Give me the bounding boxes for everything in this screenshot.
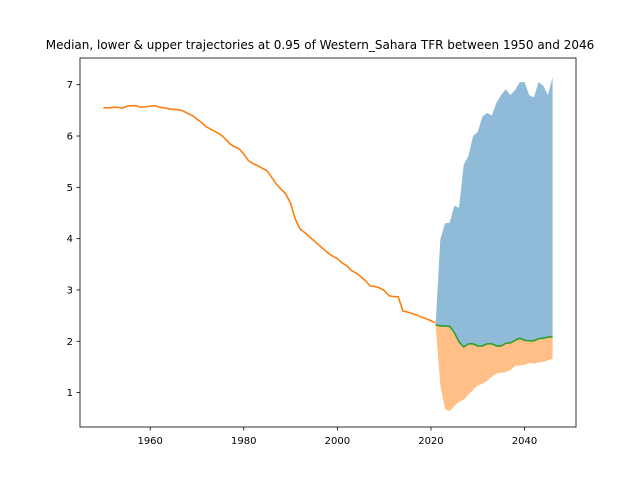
x-tick-label: 2040: [512, 436, 537, 447]
x-tick-label: 2020: [418, 436, 443, 447]
chart-title: Median, lower & upper trajectories at 0.…: [46, 38, 595, 52]
historical-tfr-line: [103, 104, 436, 324]
x-tick-label: 1980: [231, 436, 256, 447]
axes-frame: [79, 57, 577, 428]
y-tick-label: 7: [67, 80, 73, 91]
y-tick-label: 5: [67, 183, 73, 194]
y-tick-label: 4: [67, 234, 73, 245]
y-tick-label: 6: [67, 132, 73, 143]
y-tick-label: 2: [67, 337, 73, 348]
median-projection-line: [435, 324, 553, 348]
x-tick-label: 1960: [137, 436, 162, 447]
upper-interval-band: [435, 76, 553, 347]
y-tick-label: 3: [67, 285, 73, 296]
plot-area: [103, 76, 553, 412]
axis-ticks: 1960 1980 2000 2020 2040 1 2 3 4 5 6 7: [67, 80, 538, 447]
x-tick-label: 2000: [325, 436, 350, 447]
y-tick-label: 1: [67, 388, 73, 399]
